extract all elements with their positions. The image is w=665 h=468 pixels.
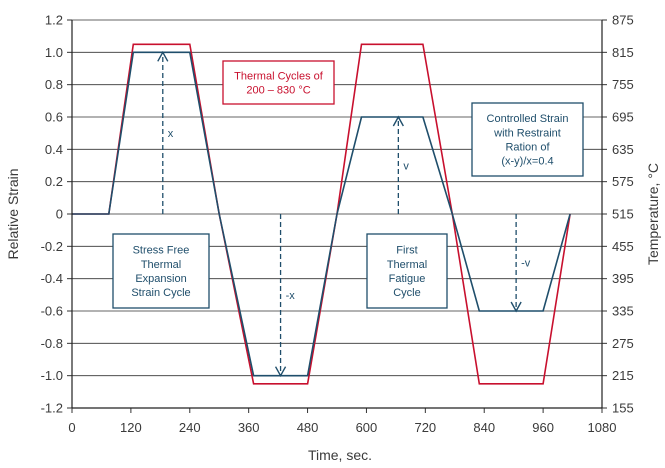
y-tick-label: -0.2 <box>41 239 63 254</box>
strain-arrows: x -x v -v <box>157 50 531 378</box>
y2-tick-label: 155 <box>612 401 634 416</box>
annotation-text: 200 – 830 °C <box>246 85 310 97</box>
y2-tick-label: 335 <box>612 304 634 319</box>
arrow-label: v <box>403 161 409 173</box>
y-tick-label: -1.2 <box>41 401 63 416</box>
y2-tick-label: 815 <box>612 45 634 60</box>
y-tick-label: 0.8 <box>45 77 63 92</box>
y2-tick-label: 695 <box>612 110 634 125</box>
y-tick-label: 0.6 <box>45 110 63 125</box>
annotation-text: Ration of <box>505 142 550 154</box>
annotation-text: Thermal <box>387 259 427 271</box>
y-tick-label: -0.6 <box>41 304 63 319</box>
annotation-text: First <box>396 245 417 257</box>
arrow-head <box>510 301 522 313</box>
annotation-box-stressfree <box>112 233 210 309</box>
strain-line <box>72 51 571 377</box>
y2-tick-label: 215 <box>612 368 634 383</box>
annotation-boxes: Thermal Cycles of 200 – 830 °C Controlled … <box>112 60 584 309</box>
y2-tick-label: 515 <box>612 207 634 222</box>
annotation-text: Thermal <box>141 259 181 271</box>
annotation-box-controlled <box>471 102 584 177</box>
annotation-text: Expansion <box>135 273 186 285</box>
arrow-label: x <box>168 128 174 140</box>
y-axis-title: Relative Strain <box>5 168 21 259</box>
x-tick-label: 960 <box>532 420 554 435</box>
annotation-box-thermal <box>222 60 335 105</box>
x-tick-label: 360 <box>238 420 260 435</box>
y2-tick-label: 395 <box>612 271 634 286</box>
annotation-text: (x-y)/x=0.4 <box>501 156 553 168</box>
y2-tick-label: 755 <box>612 77 634 92</box>
y2-tick-label: 635 <box>612 142 634 157</box>
y-tick-label: -0.8 <box>41 336 63 351</box>
y-tick-label: -1.0 <box>41 368 63 383</box>
annotation-text: Thermal Cycles of <box>234 70 324 82</box>
arrow-head <box>157 50 169 62</box>
y-tick-label: 0 <box>56 207 63 222</box>
x-axis-title: Time, sec. <box>308 447 372 463</box>
y2-tick-label: 575 <box>612 174 634 189</box>
x-tick-label: 720 <box>414 420 436 435</box>
series-lines <box>72 43 571 385</box>
y-tick-label: 1.2 <box>45 13 63 28</box>
axes <box>67 19 607 413</box>
y2-axis-title: Temperature, °C <box>645 163 661 265</box>
annotation-box-firstfatigue <box>366 233 448 309</box>
tick-labels: 1.2 1.0 0.8 0.6 0.4 0.2 0 -0.2 -0.4 -0.6 -0.8 -1.0 -… <box>41 13 634 436</box>
y2-tick-label: 275 <box>612 336 634 351</box>
annotation-text: with Restraint <box>493 127 561 139</box>
x-tick-label: 240 <box>179 420 201 435</box>
y-tick-label: 0.4 <box>45 142 63 157</box>
annotation-text: Strain Cycle <box>131 287 190 299</box>
annotation-text: Fatigue <box>389 273 426 285</box>
arrow-label: -v <box>521 258 531 270</box>
y-tick-label: 1.0 <box>45 45 63 60</box>
y-tick-label: 0.2 <box>45 174 63 189</box>
annotation-text: Controlled Strain <box>487 113 569 125</box>
y2-tick-label: 875 <box>612 13 634 28</box>
x-tick-label: 480 <box>297 420 319 435</box>
x-tick-label: 840 <box>473 420 495 435</box>
x-tick-label: 1080 <box>588 420 617 435</box>
annotation-text: Stress Free <box>133 245 190 257</box>
x-tick-label: 0 <box>68 420 75 435</box>
arrow-head <box>392 115 404 127</box>
x-tick-label: 120 <box>120 420 142 435</box>
arrow-head <box>274 366 287 378</box>
x-tick-label: 600 <box>356 420 378 435</box>
annotation-text: Cycle <box>393 287 421 299</box>
y-tick-label: -0.4 <box>41 271 63 286</box>
arrow-label: -x <box>286 290 296 302</box>
y2-tick-label: 455 <box>612 239 634 254</box>
